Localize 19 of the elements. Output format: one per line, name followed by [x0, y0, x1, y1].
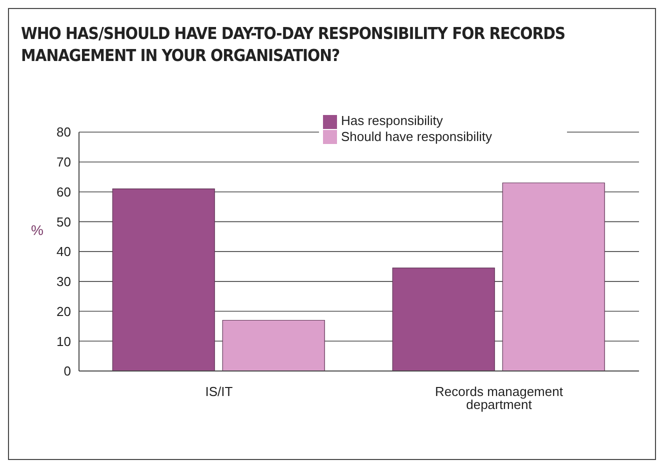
- y-tick-label: 10: [56, 334, 71, 349]
- bar: [502, 182, 605, 371]
- y-tick-label: 60: [56, 184, 71, 200]
- bar: [392, 268, 495, 371]
- y-tick-label: 0: [64, 364, 71, 379]
- x-tick-label: Records management department: [435, 384, 564, 412]
- legend-label: Should have responsibility: [341, 128, 492, 144]
- y-tick-label: 50: [56, 214, 71, 230]
- y-tick-label: 20: [56, 304, 71, 319]
- y-tick-label: 70: [56, 154, 71, 170]
- bar: [112, 188, 215, 371]
- legend-label: Has responsibility: [341, 113, 443, 128]
- y-axis-title: %: [31, 222, 44, 238]
- chart-title: WHO HAS/SHOULD HAVE DAY-TO-DAY RESPONSIBILITY FOR RECORDS MANAGEMENT IN YOUR ORGANISATION?: [21, 23, 566, 67]
- y-tick-label: 40: [56, 244, 71, 260]
- y-tick-label: 30: [56, 274, 71, 290]
- y-tick-label: 80: [56, 124, 71, 140]
- bar: [222, 320, 325, 371]
- x-tick-label: IS/IT: [205, 384, 233, 400]
